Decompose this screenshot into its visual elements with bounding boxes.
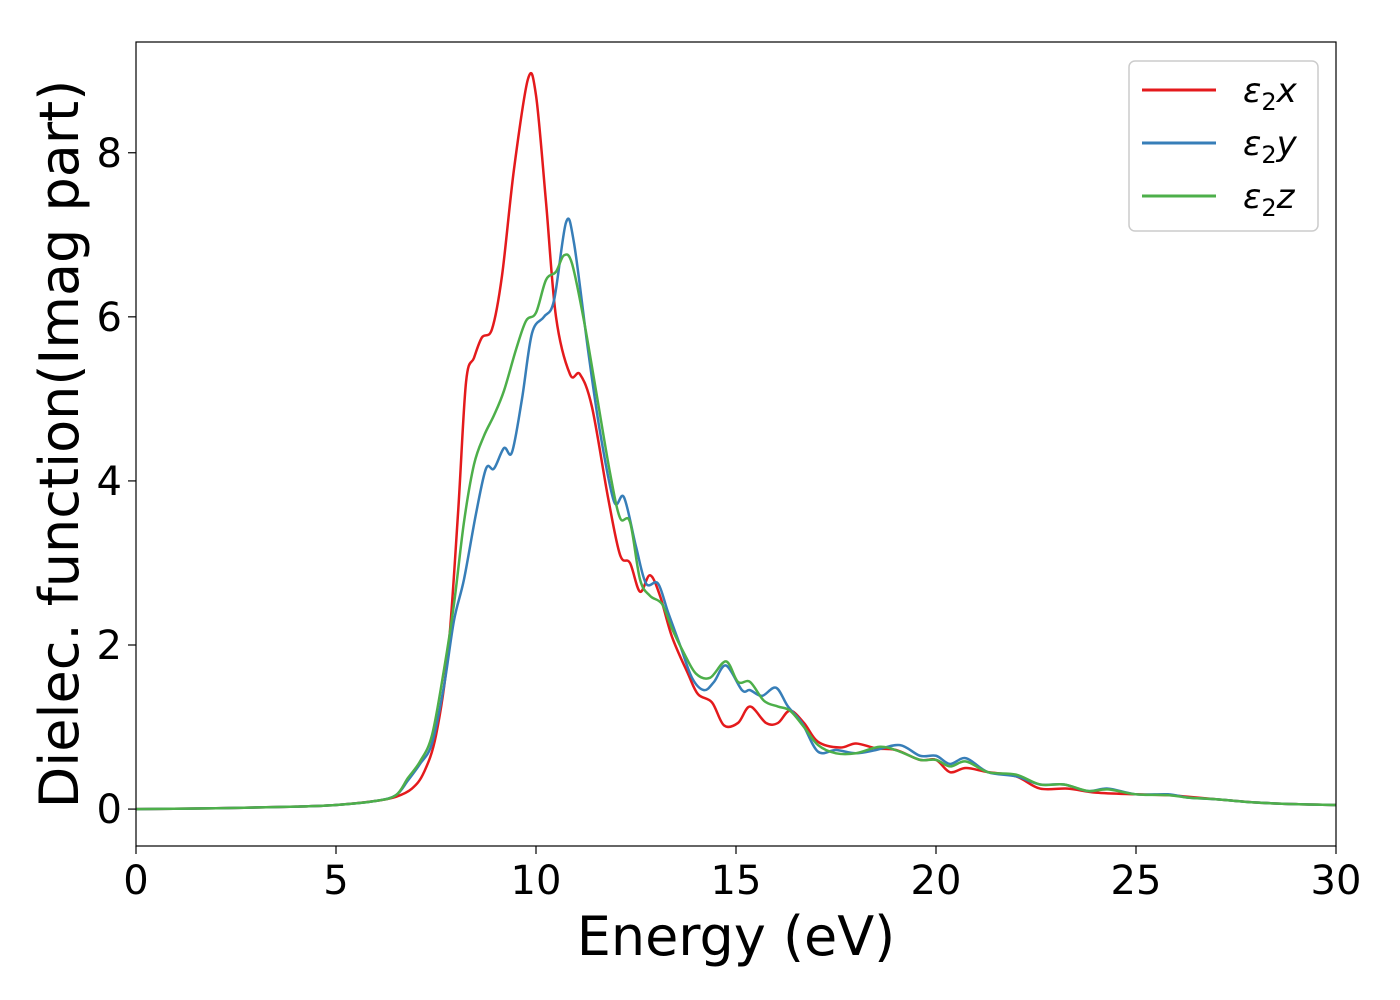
legend: ε2x ε2y ε2z xyxy=(1128,60,1319,232)
legend-label-z: ε2z xyxy=(1243,177,1296,222)
x-tick-label: 5 xyxy=(323,858,348,904)
y-tick-label: 2 xyxy=(97,623,122,669)
x-tick-label: 10 xyxy=(511,858,562,904)
plot-frame xyxy=(135,41,1337,847)
legend-box xyxy=(1128,60,1319,232)
legend-label-y: ε2y xyxy=(1243,124,1298,169)
x-tick-label: 0 xyxy=(123,858,148,904)
y-tick-label: 0 xyxy=(97,787,122,833)
x-tick-label: 30 xyxy=(1311,858,1362,904)
series-line-z xyxy=(136,253,1336,811)
x-tick-label: 20 xyxy=(911,858,962,904)
axis-ticks: 0 5 10 15 20 25 30 0 2 4 6 8 xyxy=(97,131,1362,904)
x-axis-title: Energy (eV) xyxy=(577,905,896,968)
y-axis-title: Dielec. function(Imag part) xyxy=(28,80,91,809)
x-tick-label: 15 xyxy=(711,858,762,904)
y-tick-label: 4 xyxy=(97,459,122,505)
x-tick-label: 25 xyxy=(1111,858,1162,904)
legend-label-x: ε2x xyxy=(1243,71,1298,116)
y-tick-label: 6 xyxy=(97,295,122,341)
plot-area xyxy=(136,72,1336,811)
y-tick-label: 8 xyxy=(97,131,122,177)
